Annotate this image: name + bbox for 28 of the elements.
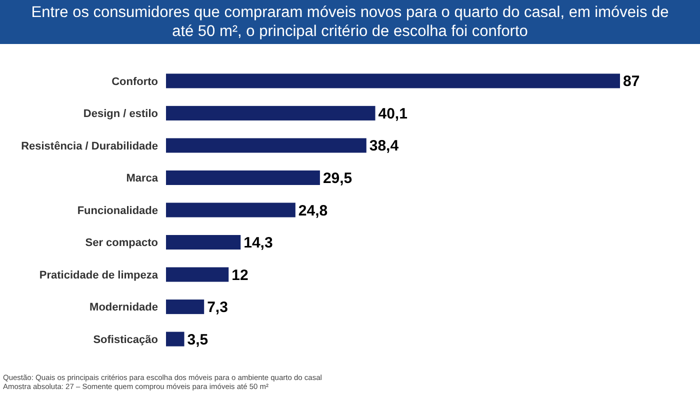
bar bbox=[166, 106, 376, 120]
bar bbox=[166, 202, 296, 218]
data-label: 3,5 bbox=[187, 331, 208, 348]
y-tick-label: Funcionalidade bbox=[77, 204, 158, 217]
bar bbox=[166, 332, 184, 346]
bar bbox=[166, 300, 204, 314]
bar bbox=[166, 235, 241, 250]
y-tick-label: Resistência / Durabilidade bbox=[21, 140, 158, 152]
y-tick-label: Marca bbox=[126, 172, 159, 185]
y-tick-label: Ser compacto bbox=[85, 237, 158, 250]
data-label: 87 bbox=[623, 73, 640, 90]
chart-title: Entre os consumidores que compraram móveis novos para o quarto do casal, em imóveis de até 50 m², o principal critério de escolha foi conforto bbox=[31, 4, 669, 40]
y-tick-label: Design / estilo bbox=[83, 108, 158, 120]
y-tick-label: Sofisticação bbox=[93, 334, 158, 346]
bar bbox=[166, 74, 620, 88]
data-label: 12 bbox=[232, 266, 248, 284]
data-label: 38,4 bbox=[369, 138, 400, 155]
bar bbox=[166, 170, 320, 185]
data-label: 7,3 bbox=[207, 299, 228, 316]
y-tick-label: Praticidade de limpeza bbox=[39, 269, 159, 282]
data-label: 24,8 bbox=[298, 202, 328, 220]
data-label: 14,3 bbox=[244, 234, 273, 252]
data-label: 40,1 bbox=[378, 105, 408, 122]
data-label: 29,5 bbox=[322, 170, 352, 187]
bar bbox=[166, 138, 366, 153]
bar bbox=[166, 267, 229, 282]
y-tick-label: Modernidade bbox=[90, 302, 158, 314]
y-tick-label: Conforto bbox=[112, 76, 158, 88]
